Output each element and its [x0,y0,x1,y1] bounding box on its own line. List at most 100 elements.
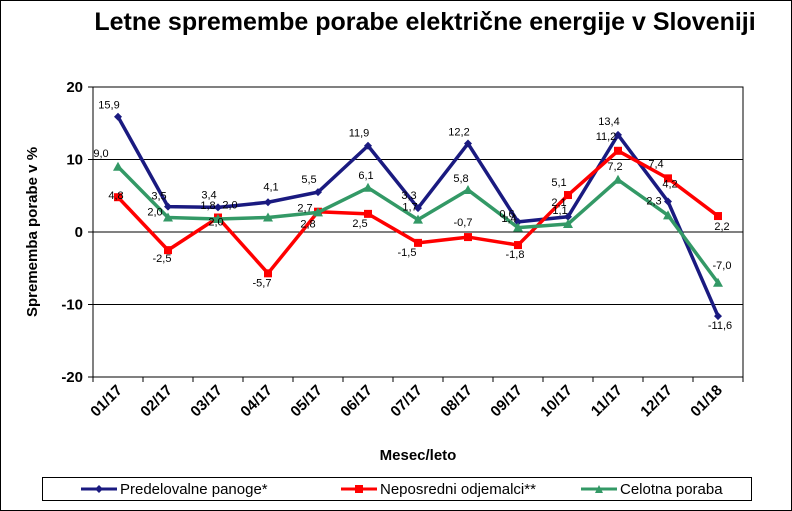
x-tick-label: 12/17 [637,382,676,421]
data-label: -0,7 [454,217,473,229]
data-point [263,212,273,222]
data-point [514,217,522,226]
series-group [113,112,723,321]
y-tick-label: 20 [66,79,83,96]
data-point [614,146,622,155]
data-point [264,198,272,207]
data-label: 2,7 [297,202,312,214]
data-label: 9,0 [93,148,108,160]
data-label: -7,0 [713,260,732,272]
x-tick-label: 07/17 [387,382,426,421]
data-label: 2,0 [222,200,237,212]
legend-swatch-neposredni [341,485,377,493]
legend-item-celotna: Celotna poraba [581,480,723,498]
data-point [114,193,122,202]
data-label: 4,8 [108,190,123,202]
data-label: 4,1 [263,181,278,193]
data-label: 3,3 [401,190,416,202]
legend-item-predelovalne: Predelovalne panoge* [81,480,268,498]
legend-item-neposredni: Neposredni odjemalci** [341,480,536,498]
data-label: 2,2 [714,221,729,233]
data-label: 7,2 [607,161,622,173]
data-label: 2,1 [551,197,566,209]
data-point [663,210,673,220]
data-point [464,233,472,242]
gridlines [92,86,744,378]
y-tick-label: 10 [66,152,83,169]
data-point [564,191,572,200]
data-label: 5,8 [453,173,468,185]
x-tick-label: 01/17 [87,382,126,421]
data-label: -2,5 [153,253,172,265]
y-axis-label: Sprememba porabe v % [24,147,41,317]
data-point [463,184,473,194]
legend-label-celotna: Celotna poraba [620,480,723,498]
data-labels: 15,9 3,5 3,4 4,1 5,5 11,9 3,3 12,2 1,4 2,1 13,4 4,2… [93,100,732,332]
data-label: -1,8 [506,249,525,261]
x-tick-label: 03/17 [187,382,226,421]
data-point [364,209,372,218]
data-label: 5,1 [551,177,566,189]
legend-swatch-celotna [581,485,617,493]
y-tick-label: 0 [75,224,83,241]
x-tick-label: 06/17 [337,382,376,421]
data-label: -1,5 [398,247,417,259]
data-point [214,203,222,212]
x-tick-label: 11/17 [588,382,626,420]
data-point [164,246,172,255]
data-point [613,174,623,184]
data-point [163,212,173,222]
data-point [563,219,573,229]
data-point [714,212,722,221]
data-label: 11,2 [596,131,617,143]
data-point [164,202,172,211]
data-label: 13,4 [598,116,619,128]
data-point [363,182,373,192]
data-point [564,212,572,221]
data-label: -11,6 [708,320,732,332]
chart-title: Letne spremembe porabe električne energi… [94,8,756,36]
x-tick-label: 04/17 [237,382,276,421]
data-point [413,214,423,224]
data-point [614,130,622,139]
data-label: 7,4 [648,158,663,170]
data-label: 15,9 [98,100,119,112]
data-label: 0,6 [499,209,514,221]
x-tick-label: 08/17 [437,382,476,421]
x-tick-label: 09/17 [487,382,526,421]
data-label: 3,4 [201,189,216,201]
y-tick-label: -20 [61,369,83,386]
data-label: -5,7 [253,277,272,289]
data-label: 12,2 [448,127,469,139]
data-label: 2,0 [208,217,223,229]
data-point [664,174,672,183]
x-tick-label: 01/18 [687,382,726,421]
data-label: 2,8 [300,219,315,231]
x-axis-label: Mesec/leto [380,447,457,464]
data-point [464,139,472,148]
legend-label-neposredni: Neposredni odjemalci** [380,480,536,498]
data-point [364,141,372,150]
legend: Predelovalne panoge* Neposredni odjemalc… [42,477,752,501]
data-label: 4,2 [662,179,677,191]
data-point [713,277,723,287]
x-tick-label: 10/17 [537,382,576,421]
data-label: 3,5 [151,191,166,203]
data-label: 1,4 [501,213,516,225]
data-point [114,112,122,121]
data-label: 6,1 [358,170,373,182]
data-point [414,204,422,213]
data-label: 1,7 [402,202,417,214]
y-tick-label: -10 [61,297,83,314]
data-label: 1,8 [200,200,215,212]
data-point [113,161,123,171]
data-point [514,241,522,250]
data-label: 2,0 [147,207,162,219]
data-label: 2,3 [646,195,661,207]
legend-label-predelovalne: Predelovalne panoge* [120,480,268,498]
data-label: 5,5 [301,174,316,186]
data-point [664,197,672,206]
x-tick-label: 02/17 [137,382,176,421]
